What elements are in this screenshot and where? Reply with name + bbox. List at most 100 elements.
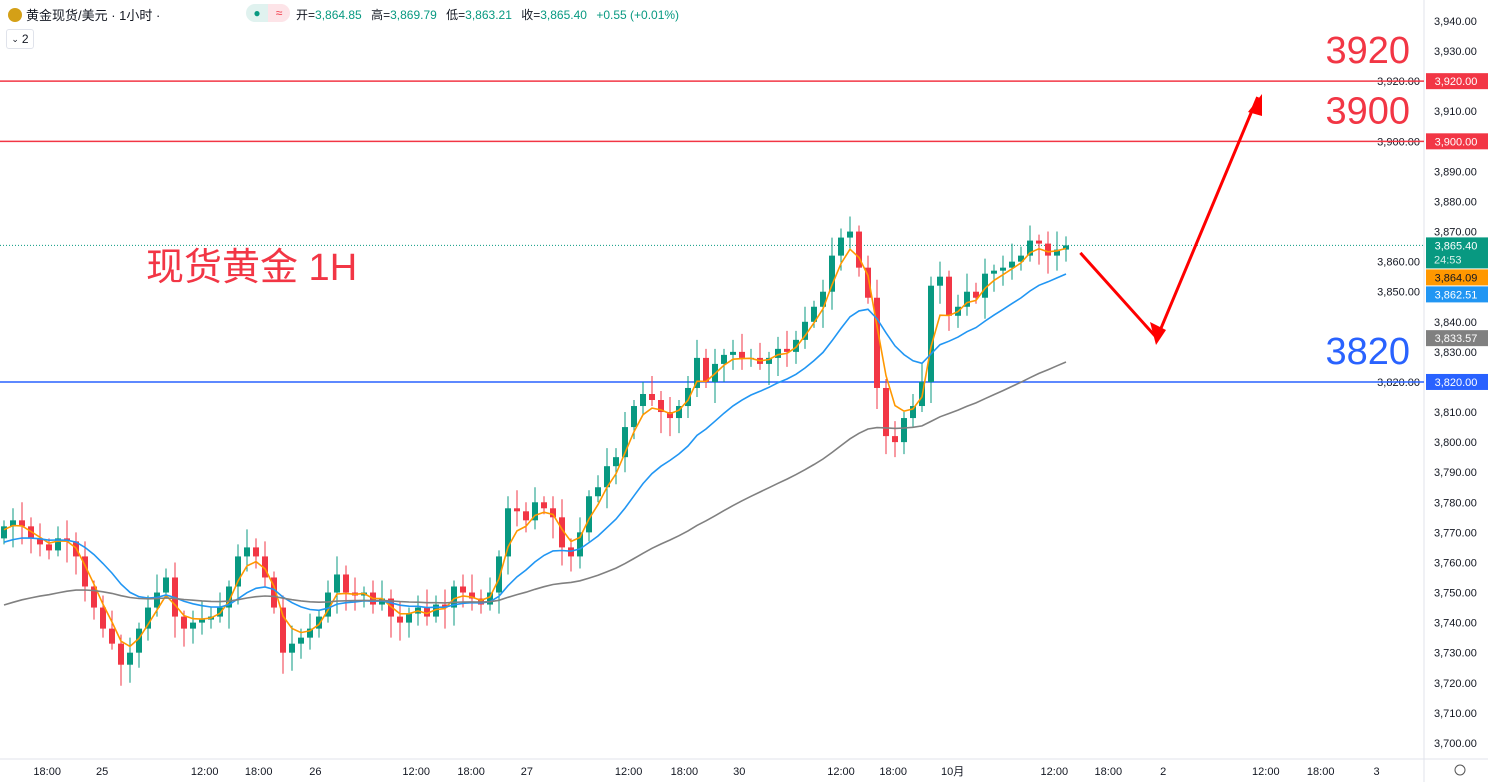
price-tick-label: 3,880.00	[1434, 196, 1477, 208]
candle-body	[910, 406, 916, 419]
low-value: 3,863.21	[465, 8, 512, 22]
moving-average-line	[3, 361, 1067, 606]
last-price-tag	[1426, 237, 1488, 269]
candle-body	[460, 586, 466, 593]
candle-body	[1009, 261, 1015, 268]
candle-body	[1027, 240, 1033, 256]
settings-gear-icon[interactable]	[1454, 764, 1466, 776]
candle-body	[694, 357, 700, 388]
candle	[28, 517, 34, 554]
candle	[82, 541, 88, 602]
collapse-indicators-button[interactable]: ⌄ 2	[6, 29, 34, 49]
candle-body	[604, 466, 610, 488]
gold-logo-icon	[8, 7, 22, 22]
price-tick-label: 3,870.00	[1434, 227, 1477, 239]
candle-body	[766, 357, 772, 364]
candle	[388, 589, 394, 638]
candle	[802, 306, 808, 349]
ma-axis-tag	[1426, 330, 1488, 347]
candle	[244, 529, 250, 572]
candle-body	[487, 592, 493, 605]
price-tick-label: 3,860.00	[1377, 257, 1420, 269]
symbol-header[interactable]: 黄金现货/美元 · 1小时 ·	[8, 5, 160, 24]
candle-body	[496, 556, 502, 593]
ma-axis-label: 3,833.57	[1435, 333, 1478, 345]
price-tick-label: 3,710.00	[1434, 708, 1477, 720]
candle	[1009, 243, 1015, 280]
candle-body	[838, 237, 844, 256]
candle	[928, 276, 934, 404]
candle-body	[613, 457, 619, 467]
candle-body	[784, 348, 790, 352]
candle-body	[739, 351, 745, 358]
candle	[946, 270, 952, 331]
moving-average-line	[3, 247, 1067, 648]
candle-body	[532, 502, 538, 521]
candle	[622, 412, 628, 473]
level-label-3920: 3920	[1325, 30, 1410, 72]
time-tick-label: 18:00	[1307, 766, 1335, 778]
candle-body	[91, 586, 97, 608]
candle	[1036, 234, 1042, 265]
candle-body	[82, 556, 88, 587]
candle	[46, 538, 52, 560]
candle	[514, 490, 520, 527]
candle	[676, 400, 682, 434]
level-axis-tag	[1426, 373, 1488, 390]
candle-body	[127, 652, 133, 665]
candle	[145, 595, 151, 641]
candle-body	[1018, 255, 1024, 262]
time-tick-label: 2	[1160, 766, 1166, 778]
candle	[163, 568, 169, 599]
time-tick-label: 12:00	[402, 766, 430, 778]
candle	[280, 595, 286, 674]
low-label: 低=	[446, 8, 466, 22]
candle	[829, 237, 835, 310]
price-tick-label: 3,850.00	[1377, 287, 1420, 299]
candle-body	[316, 616, 322, 629]
candle-body	[424, 607, 430, 617]
candle	[271, 571, 277, 614]
candle	[577, 517, 583, 569]
candle	[568, 538, 574, 572]
candle	[730, 339, 736, 370]
time-tick-label: 18:00	[1095, 766, 1123, 778]
candle	[289, 625, 295, 671]
candle-body	[289, 643, 295, 653]
candle	[541, 496, 547, 515]
candle-body	[1000, 267, 1006, 271]
candle-body	[667, 412, 673, 419]
level-axis-tag	[1426, 133, 1488, 150]
level-label-3820: 3820	[1325, 331, 1410, 373]
arrow-head-down-icon	[1150, 322, 1166, 345]
candle-body	[55, 538, 61, 551]
candle-body	[190, 622, 196, 629]
arrow-head-up-icon	[1248, 94, 1262, 116]
candle-body	[559, 517, 565, 548]
candle	[586, 490, 592, 542]
candle	[37, 523, 43, 557]
candle	[397, 601, 403, 641]
candle-body	[1054, 249, 1060, 256]
time-tick-label: 25	[96, 766, 108, 778]
ma-axis-label: 3,862.51	[1435, 289, 1478, 301]
level-axis-tag	[1426, 73, 1488, 90]
candle-body	[451, 586, 457, 608]
candle-body	[154, 592, 160, 608]
candle-body	[235, 556, 241, 587]
candle-body	[262, 556, 268, 578]
candle-body	[586, 496, 592, 533]
candle	[523, 502, 529, 533]
status-pill[interactable]: ● ≈	[246, 4, 290, 22]
candle-body	[280, 607, 286, 653]
candle	[559, 499, 565, 566]
ma-axis-tag	[1426, 286, 1488, 303]
candle-body	[406, 613, 412, 623]
level-axis-label: 3,820.00	[1435, 377, 1478, 389]
candle-body	[703, 357, 709, 382]
candle-body	[307, 628, 313, 638]
price-tick-label: 3,700.00	[1434, 738, 1477, 750]
candle-body	[334, 574, 340, 593]
candle-body	[118, 643, 124, 665]
